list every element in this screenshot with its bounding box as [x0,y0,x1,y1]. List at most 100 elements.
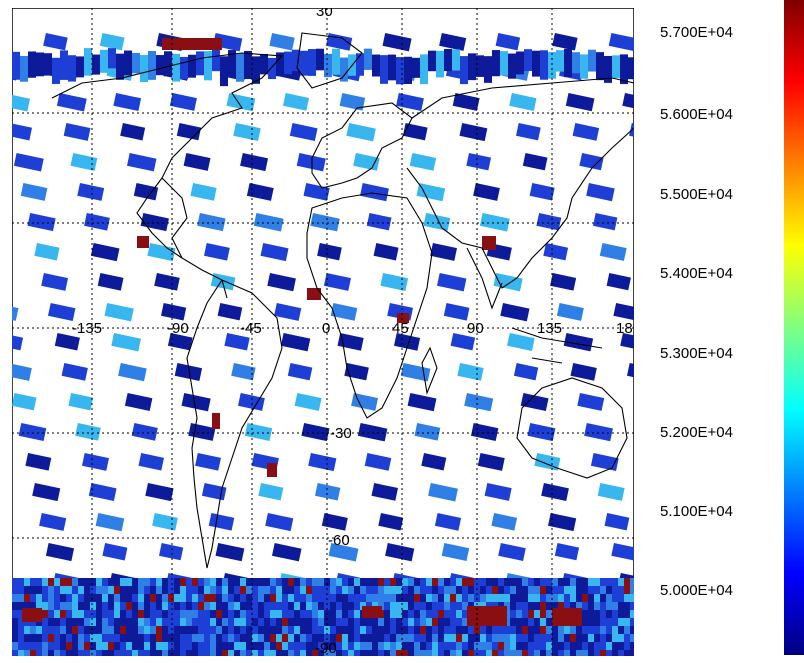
polar-cell [222,634,228,642]
polar-cell [174,626,180,634]
swath-segment [176,123,202,141]
polar-cell [330,586,336,594]
polar-cell [552,602,558,610]
polar-cell [18,642,24,650]
polar-cell [432,594,438,602]
polar-cell [564,578,570,586]
polar-cell [450,650,456,656]
swath-segment [104,302,134,322]
polar-cell [354,578,360,586]
polar-cell [66,602,72,610]
polar-cell [516,602,522,610]
polar-cell [582,594,588,602]
polar-cell [408,586,414,594]
polar-cell [378,642,384,650]
polar-cell [630,586,634,594]
polar-cell [390,618,396,626]
polar-cell [600,650,606,656]
polar-cell [210,642,216,650]
polar-cell [330,578,336,586]
swath-segment [522,153,548,171]
hot-spot [397,313,409,323]
polar-cell [498,626,504,634]
polar-cell [228,594,234,602]
polar-cell [96,594,102,602]
swath-segment [124,393,153,411]
polar-cell [216,650,222,656]
polar-cell [192,642,198,650]
polar-cell [546,594,552,602]
polar-cell [168,602,174,610]
polar-cell [144,642,150,650]
polar-cell [366,586,372,594]
polar-cell [330,650,336,656]
polar-cell [24,578,30,586]
map-panel: 30 -90 -30 -60 -135 -90 -45 0 45 90 135 … [12,8,634,656]
swath-segment [215,543,245,562]
polar-cell [240,626,246,634]
polar-cell [468,578,474,586]
polar-cell [366,642,372,650]
polar-cell [180,578,186,586]
polar-cell [612,642,618,650]
polar-cell [318,626,324,634]
polar-cell [270,626,276,634]
polar-cell [114,594,120,602]
polar-cell [540,594,546,602]
swath-segment [20,183,48,201]
polar-cell [276,586,282,594]
polar-cell [60,594,66,602]
polar-cell [414,578,420,586]
polar-cell [630,642,634,650]
polar-cell [432,602,438,610]
polar-cell [318,594,324,602]
polar-cell [612,626,618,634]
polar-cell [330,594,336,602]
polar-cell [96,650,102,656]
polar-cell [24,626,30,634]
polar-cell [528,642,534,650]
swath-segment [292,49,300,72]
polar-cell [630,594,634,602]
high-value-spots [22,38,582,626]
polar-cell [48,578,54,586]
polar-cell [336,618,342,626]
polar-cell [252,626,258,634]
polar-cell [84,602,90,610]
polar-cell [144,610,150,618]
polar-cell [558,642,564,650]
polar-cell [216,586,222,594]
polar-cell [606,586,612,594]
polar-cell [414,586,420,594]
polar-cell [600,618,606,626]
swath-segment [492,50,500,77]
polar-cell [66,634,72,642]
polar-cell [114,618,120,626]
polar-cell [624,586,630,594]
swath-segment [90,242,120,262]
polar-cell [246,594,252,602]
polar-cell [402,610,408,618]
polar-cell [600,610,606,618]
polar-cell [228,586,234,594]
polar-cell [582,610,588,618]
polar-cell [288,626,294,634]
polar-cell [522,650,528,656]
swath-segment [428,482,458,502]
polar-cell [96,626,102,634]
polar-cell [348,650,354,656]
polar-cell [246,650,252,656]
swath-segment [436,273,467,292]
polar-cell [48,594,54,602]
polar-cell [546,618,552,626]
polar-cell [600,578,606,586]
polar-cell [450,634,456,642]
polar-cell [156,586,162,594]
polar-cell [60,586,66,594]
polar-cell [606,602,612,610]
polar-cell [108,578,114,586]
polar-cell [144,586,150,594]
polar-cell [174,618,180,626]
polar-cell [150,642,156,650]
polar-cell [342,650,348,656]
